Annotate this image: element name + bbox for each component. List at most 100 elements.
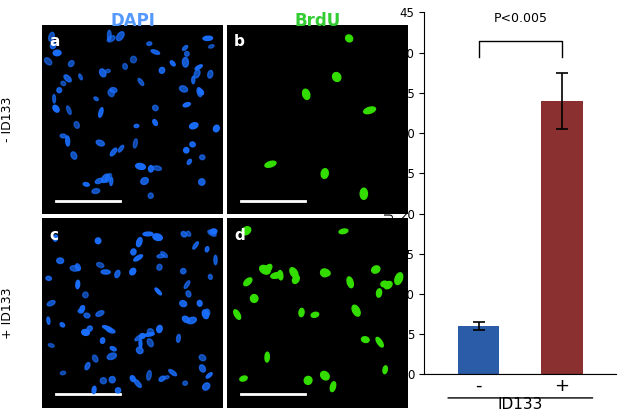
Ellipse shape (109, 376, 116, 383)
Ellipse shape (123, 64, 127, 69)
Ellipse shape (259, 265, 270, 274)
Ellipse shape (83, 292, 88, 298)
Ellipse shape (134, 139, 137, 148)
Ellipse shape (85, 362, 90, 370)
Ellipse shape (134, 379, 141, 387)
Ellipse shape (199, 355, 206, 361)
Ellipse shape (136, 347, 143, 354)
Ellipse shape (153, 166, 161, 171)
Ellipse shape (76, 280, 80, 289)
Text: P<0.005: P<0.005 (493, 12, 548, 25)
Ellipse shape (96, 311, 104, 316)
Ellipse shape (84, 313, 90, 318)
Ellipse shape (141, 178, 148, 184)
Ellipse shape (330, 382, 336, 391)
Ellipse shape (56, 258, 64, 263)
Ellipse shape (87, 326, 92, 332)
Ellipse shape (137, 238, 142, 247)
Ellipse shape (67, 106, 71, 114)
Ellipse shape (208, 230, 216, 236)
Ellipse shape (321, 169, 328, 178)
Ellipse shape (65, 136, 69, 146)
Ellipse shape (134, 255, 143, 261)
Ellipse shape (271, 272, 282, 278)
Ellipse shape (53, 50, 61, 56)
Ellipse shape (187, 231, 191, 236)
Text: a: a (49, 35, 59, 50)
Ellipse shape (194, 70, 200, 78)
Ellipse shape (101, 270, 110, 274)
Ellipse shape (118, 145, 124, 152)
Ellipse shape (135, 335, 142, 341)
Ellipse shape (49, 32, 55, 42)
Ellipse shape (170, 61, 175, 66)
Ellipse shape (207, 70, 213, 78)
Ellipse shape (197, 87, 202, 97)
Ellipse shape (70, 265, 79, 271)
Text: b: b (234, 35, 245, 50)
Ellipse shape (197, 300, 202, 306)
Ellipse shape (60, 371, 65, 375)
Ellipse shape (83, 183, 89, 186)
Ellipse shape (82, 329, 89, 335)
Ellipse shape (78, 310, 83, 313)
Ellipse shape (60, 134, 66, 138)
Ellipse shape (69, 61, 74, 67)
Ellipse shape (182, 45, 187, 50)
Ellipse shape (139, 339, 142, 348)
Ellipse shape (395, 273, 403, 285)
Text: c: c (49, 228, 58, 243)
Ellipse shape (184, 148, 189, 153)
Y-axis label: % BrdU positive cells: % BrdU positive cells (384, 127, 397, 260)
Ellipse shape (339, 229, 348, 234)
Ellipse shape (57, 88, 62, 93)
Bar (458, 326, 499, 374)
Ellipse shape (105, 173, 112, 182)
Ellipse shape (161, 252, 168, 258)
Ellipse shape (92, 386, 96, 394)
Ellipse shape (76, 264, 80, 270)
Ellipse shape (110, 148, 117, 156)
Ellipse shape (106, 69, 110, 73)
Ellipse shape (200, 365, 205, 372)
Ellipse shape (345, 35, 352, 42)
Ellipse shape (376, 337, 383, 347)
Ellipse shape (361, 337, 369, 342)
Ellipse shape (180, 301, 187, 307)
Ellipse shape (183, 103, 190, 107)
Ellipse shape (140, 334, 145, 339)
Ellipse shape (143, 232, 153, 236)
Ellipse shape (180, 268, 186, 274)
Ellipse shape (110, 178, 113, 186)
Ellipse shape (244, 278, 252, 286)
Ellipse shape (159, 376, 165, 381)
Ellipse shape (92, 355, 98, 362)
Ellipse shape (153, 234, 162, 240)
Ellipse shape (311, 312, 318, 317)
Ellipse shape (100, 69, 106, 77)
Ellipse shape (164, 376, 169, 379)
Ellipse shape (372, 266, 380, 273)
Ellipse shape (182, 57, 189, 67)
Ellipse shape (115, 270, 120, 277)
Ellipse shape (100, 378, 107, 384)
Ellipse shape (376, 289, 381, 297)
Ellipse shape (103, 326, 112, 330)
Bar (541, 101, 583, 374)
Ellipse shape (187, 159, 191, 164)
Ellipse shape (265, 352, 270, 362)
Ellipse shape (265, 161, 276, 167)
X-axis label: ID133: ID133 (498, 396, 543, 411)
Ellipse shape (107, 30, 111, 40)
Ellipse shape (110, 87, 117, 92)
Ellipse shape (202, 310, 209, 319)
Ellipse shape (95, 178, 103, 183)
Ellipse shape (130, 376, 135, 381)
Ellipse shape (193, 242, 198, 249)
Ellipse shape (183, 381, 187, 385)
Ellipse shape (299, 308, 304, 317)
Ellipse shape (108, 89, 114, 97)
Text: + ID133: + ID133 (1, 287, 14, 339)
Text: DAPI: DAPI (110, 12, 155, 30)
Ellipse shape (187, 317, 196, 324)
